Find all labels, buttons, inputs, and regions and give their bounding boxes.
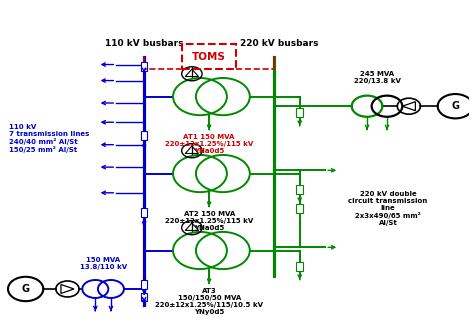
- Bar: [141, 293, 147, 302]
- Text: G: G: [451, 101, 459, 111]
- Text: 245 MVA
220/13.8 kV: 245 MVA 220/13.8 kV: [354, 71, 401, 84]
- Text: G: G: [22, 284, 30, 294]
- Text: AT2 150 MVA
220±12x1.25%/115 kV
YNa0d5: AT2 150 MVA 220±12x1.25%/115 kV YNa0d5: [165, 211, 253, 231]
- Bar: [141, 207, 147, 216]
- Bar: [296, 108, 303, 117]
- Text: 110 kV busbars: 110 kV busbars: [105, 39, 183, 48]
- Text: TOMS: TOMS: [192, 51, 226, 61]
- Bar: [141, 131, 147, 140]
- Text: 110 kV
7 transmission lines
240/40 mm² Al/St
150/25 mm² Al/St: 110 kV 7 transmission lines 240/40 mm² A…: [9, 124, 90, 153]
- Text: 150 MVA
13.8/110 kV: 150 MVA 13.8/110 kV: [80, 257, 127, 270]
- Text: 220 kV busbars: 220 kV busbars: [239, 39, 318, 48]
- Bar: [296, 185, 303, 194]
- Text: 220 kV double
circuit transmission
line
2x3x490/65 mm²
Al/St: 220 kV double circuit transmission line …: [348, 191, 428, 226]
- Bar: [296, 262, 303, 271]
- Text: AT1 150 MVA
220±12x1.25%/115 kV
YNa0d5: AT1 150 MVA 220±12x1.25%/115 kV YNa0d5: [165, 134, 253, 154]
- Bar: [182, 44, 236, 69]
- Bar: [141, 62, 147, 71]
- Bar: [296, 204, 303, 213]
- Bar: [141, 280, 147, 289]
- Text: AT3
150/150/50 MVA
220±12x1.25%/115/10.5 kV
YNy0d5: AT3 150/150/50 MVA 220±12x1.25%/115/10.5…: [155, 288, 263, 315]
